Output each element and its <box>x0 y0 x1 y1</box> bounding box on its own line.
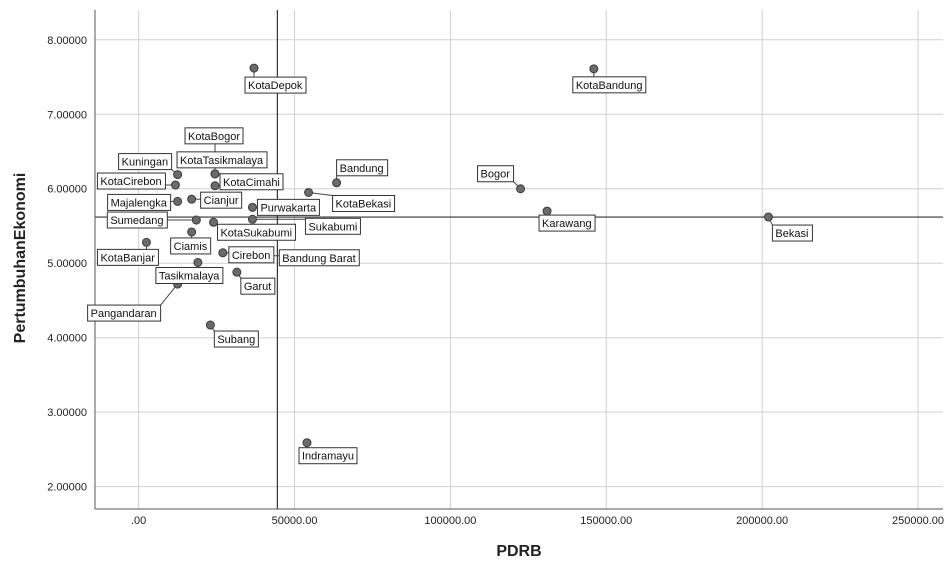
point-label: KotaBandung <box>576 80 643 92</box>
point-label: KotaBanjar <box>100 252 155 264</box>
point-label: KotaTasikmalaya <box>180 155 264 167</box>
point-label: Sukabumi <box>308 221 357 233</box>
point-label: Pangandaran <box>91 308 157 320</box>
point-label: Sumedang <box>110 215 163 227</box>
data-point <box>302 438 312 448</box>
data-point <box>332 178 342 188</box>
point-label: Purwakarta <box>260 202 317 214</box>
data-point <box>170 180 180 190</box>
data-point <box>589 64 599 74</box>
x-tick-label: 150000.00 <box>580 515 632 527</box>
point-label-box <box>155 266 224 284</box>
label-leader <box>160 283 179 306</box>
point-label: KotaSukabumi <box>220 227 292 239</box>
point-label-box <box>170 237 212 255</box>
data-point <box>304 187 314 197</box>
point-label-box <box>244 76 307 94</box>
point-label-box <box>213 330 259 348</box>
y-tick-label: 4.00000 <box>47 333 87 345</box>
y-tick-label: 5.00000 <box>47 258 87 270</box>
point-label-box <box>298 447 358 465</box>
y-tick-label: 3.00000 <box>47 407 87 419</box>
point-label-box <box>477 165 515 183</box>
y-tick-label: 2.00000 <box>47 482 87 494</box>
point-label-box <box>176 151 268 169</box>
point-label-box <box>240 277 276 295</box>
point-label: Garut <box>244 281 272 293</box>
point-label-box <box>216 223 296 241</box>
data-point <box>210 169 220 179</box>
point-label-box <box>304 217 361 235</box>
point-label: Bekasi <box>775 228 808 240</box>
point-label-box <box>572 76 647 94</box>
point-labels: KotaDepok KotaBandung KotaBogor Kuningan Kot… <box>87 76 813 465</box>
point-label: Ciamis <box>174 241 208 253</box>
y-tick-label: 8.00000 <box>47 35 87 47</box>
x-tick-label: 100000.00 <box>424 515 476 527</box>
data-point <box>232 267 242 277</box>
point-label-box <box>332 194 396 212</box>
point-label-box <box>256 198 320 216</box>
reference-lines <box>95 10 943 509</box>
point-label: Cirebon <box>232 250 271 262</box>
point-label-box <box>771 224 813 242</box>
data-point <box>542 206 552 216</box>
data-point <box>763 212 773 222</box>
point-label: Kuningan <box>122 157 169 169</box>
point-label-box <box>278 249 360 267</box>
point-label: KotaBekasi <box>336 198 392 210</box>
data-point <box>247 214 257 224</box>
data-point <box>193 257 203 267</box>
data-point <box>205 320 215 330</box>
point-label-box <box>228 246 275 264</box>
point-label: Indramayu <box>302 451 354 463</box>
point-label-box <box>96 172 166 190</box>
x-axis-title: PDRB <box>496 543 541 560</box>
point-label: Karawang <box>542 218 592 230</box>
x-tick-label: 200000.00 <box>736 515 788 527</box>
point-label: KotaDepok <box>248 80 303 92</box>
point-label: Tasikmalaya <box>159 270 220 282</box>
point-label-box <box>106 211 168 229</box>
x-tick-label: .00 <box>131 515 146 527</box>
point-label-box <box>200 191 243 209</box>
point-label: KotaCimahi <box>223 177 280 189</box>
x-tick-label: 250000.00 <box>892 515 944 527</box>
data-point <box>208 217 218 227</box>
y-tick-label: 6.00000 <box>47 184 87 196</box>
point-label: Subang <box>217 334 255 346</box>
data-point <box>191 215 201 225</box>
point-label-box <box>118 153 173 171</box>
point-label-box <box>184 127 244 145</box>
axes: .00 50000.00 100000.00 150000.00 200000.00 25… <box>47 10 944 527</box>
point-label-box <box>96 248 159 266</box>
data-point <box>516 184 526 194</box>
grid-lines <box>95 10 943 509</box>
y-tick-label: 7.00000 <box>47 109 87 121</box>
data-point <box>210 181 220 191</box>
point-label: Majalengka <box>111 197 168 209</box>
point-label: Bandung Barat <box>282 253 355 265</box>
data-point <box>173 196 183 206</box>
data-point <box>187 194 197 204</box>
point-label: Cianjur <box>204 195 239 207</box>
data-point <box>249 63 259 73</box>
point-label-box <box>219 173 284 191</box>
data-point <box>247 202 257 212</box>
point-label-box <box>336 159 389 177</box>
y-axis-title: PertumbuhanEkonomi <box>12 173 29 344</box>
point-label: Bandung <box>340 163 384 175</box>
point-label-box <box>107 193 172 211</box>
data-point <box>141 237 151 247</box>
point-label-box <box>87 304 162 322</box>
point-label: Bogor <box>481 169 511 181</box>
data-point <box>187 227 197 237</box>
data-point <box>218 248 228 258</box>
x-tick-label: 50000.00 <box>272 515 318 527</box>
point-label-box <box>538 214 596 232</box>
data-point <box>173 170 183 180</box>
point-label: KotaCirebon <box>100 176 161 188</box>
point-label: KotaBogor <box>188 131 240 143</box>
